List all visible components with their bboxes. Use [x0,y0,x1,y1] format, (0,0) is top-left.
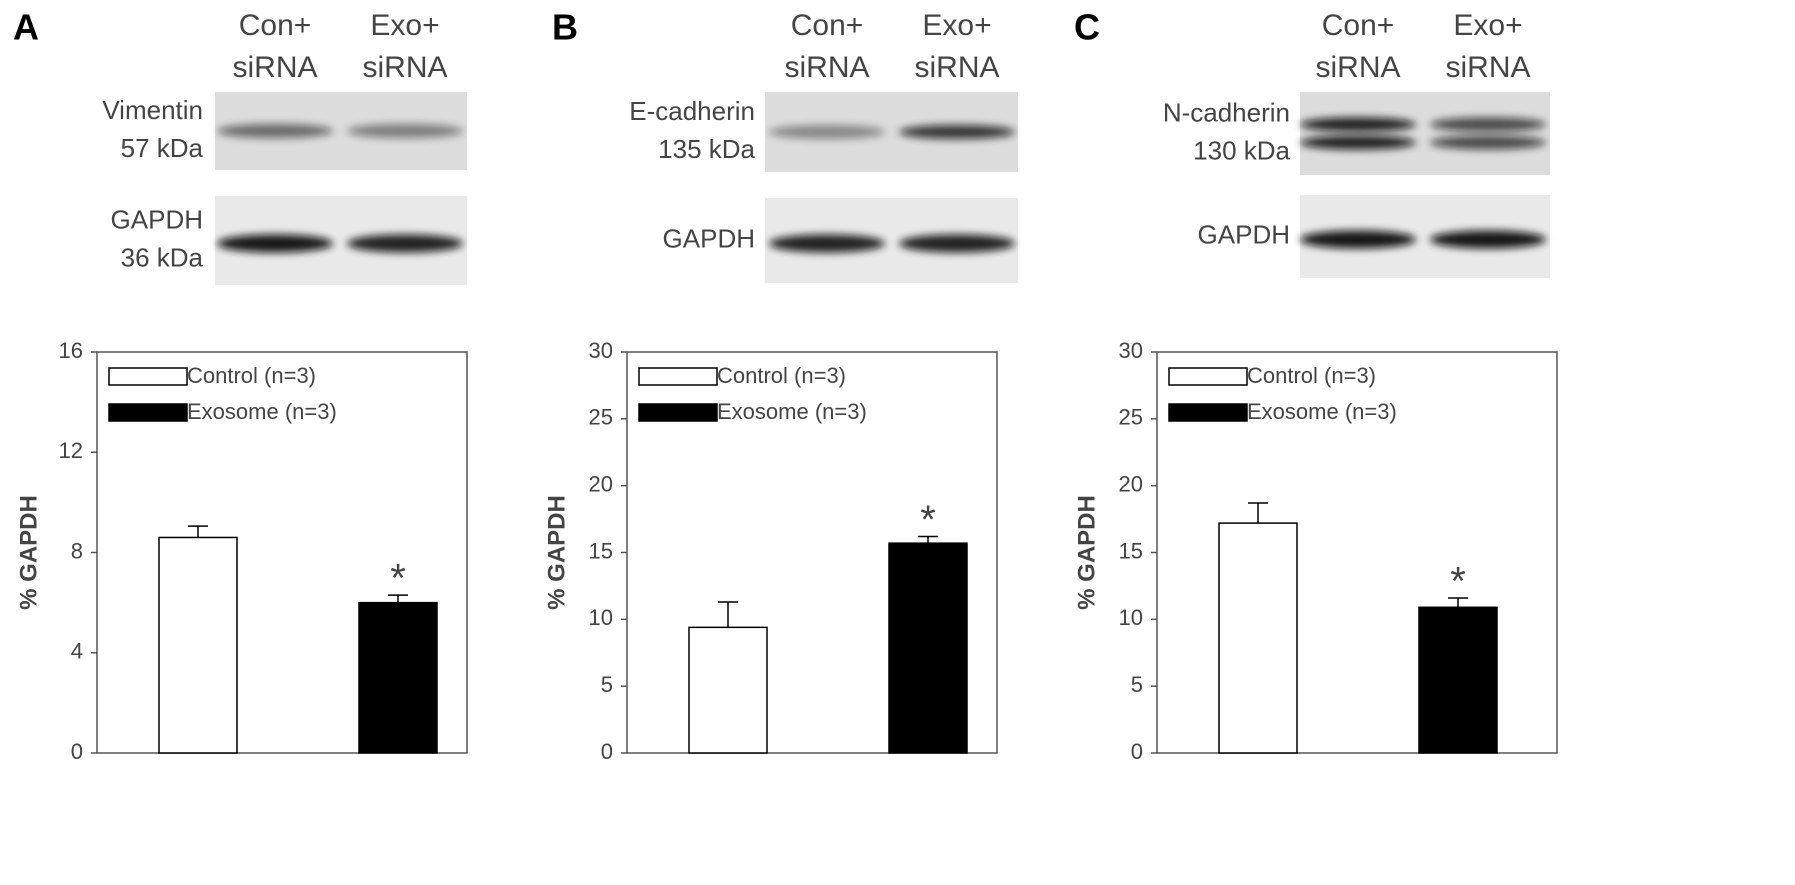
legend-label: Exosome (n=3) [187,399,337,424]
legend-label: Exosome (n=3) [717,399,867,424]
lane-label: siRNA [232,51,317,84]
panel: B Con+ siRNA Exo+ siRNA E-cadherin 135 kDa GAPD… [543,7,1018,764]
lane-label: Exo+ [922,9,991,42]
blot-band [899,234,1015,253]
y-tick-label: 20 [589,471,613,496]
blot-label: E-cadherin [629,96,755,126]
legend-label: Exosome (n=3) [1247,399,1397,424]
y-tick-label: 25 [589,405,613,430]
y-axis-label: % GAPDH [15,495,42,610]
y-tick-label: 16 [59,338,83,363]
y-tick-label: 15 [1119,538,1143,563]
lane-label: siRNA [784,51,869,84]
significance-mark: * [920,498,936,542]
blot-band [1300,230,1416,249]
y-tick-label: 12 [59,438,83,463]
y-tick-label: 8 [71,538,83,563]
legend-swatch [108,403,188,422]
blot-band [769,125,885,139]
bar [888,542,968,754]
legend-label: Control (n=3) [717,363,846,388]
panel: C Con+ siRNA Exo+ siRNA N-cadherin 130 kDa GAPD… [1073,7,1558,764]
panel-letter: B [552,7,578,48]
y-tick-label: 0 [1131,739,1143,764]
lane-label: siRNA [1315,51,1400,84]
y-tick-label: 0 [601,739,613,764]
blot-band [769,234,885,253]
bar [1218,522,1298,754]
lane-label: siRNA [1445,51,1530,84]
blot-label: 36 kDa [121,242,204,272]
y-tick-label: 20 [1119,471,1143,496]
bar [158,536,238,754]
lane-label: Con+ [791,9,864,42]
blot-image [1300,92,1550,175]
y-tick-label: 5 [601,672,613,697]
blot-band [1300,117,1416,132]
y-axis-label: % GAPDH [1073,495,1100,610]
blot-band [1430,135,1546,150]
blot-label: 135 kDa [658,134,755,164]
y-tick-label: 10 [1119,605,1143,630]
blot-band [217,124,333,138]
y-tick-label: 5 [1131,672,1143,697]
blot-label: GAPDH [663,223,755,253]
bar [358,601,438,754]
panel-letter: A [13,7,39,48]
y-tick-label: 30 [589,338,613,363]
blot-band [217,234,333,253]
lane-label: Con+ [1322,9,1395,42]
blot-label: GAPDH [1198,219,1290,249]
lane-label: siRNA [914,51,999,84]
lane-label: Con+ [239,9,312,42]
blot-label: 57 kDa [121,133,204,163]
bar [688,626,768,754]
blot-band [347,234,463,253]
panel: A Con+ siRNA Exo+ siRNA Vimentin 57 kDa GAPDH 36… [13,7,468,764]
lane-label: Exo+ [1453,9,1522,42]
significance-mark: * [1450,560,1466,604]
bar [1418,606,1498,754]
blot-band [1430,230,1546,249]
blot-label: N-cadherin [1163,97,1290,127]
y-tick-label: 10 [589,605,613,630]
blot-band [1430,117,1546,132]
legend-swatch [638,403,718,422]
blot-band [1300,135,1416,150]
blot-label: Vimentin [102,95,203,125]
legend-label: Control (n=3) [187,363,316,388]
y-tick-label: 30 [1119,338,1143,363]
legend-label: Control (n=3) [1247,363,1376,388]
blot-label: GAPDH [111,204,203,234]
lane-label: Exo+ [370,9,439,42]
legend-swatch [1168,403,1248,422]
y-tick-label: 15 [589,538,613,563]
blot-band [347,124,463,138]
legend-swatch [108,367,188,386]
blot-label: 130 kDa [1193,135,1290,165]
blot-band [899,125,1015,139]
legend-swatch [638,367,718,386]
significance-mark: * [390,557,406,601]
y-tick-label: 0 [71,739,83,764]
legend-swatch [1168,367,1248,386]
lane-label: siRNA [362,51,447,84]
y-tick-label: 25 [1119,405,1143,430]
panel-letter: C [1074,7,1100,48]
y-tick-label: 4 [71,639,83,664]
y-axis-label: % GAPDH [543,495,570,610]
